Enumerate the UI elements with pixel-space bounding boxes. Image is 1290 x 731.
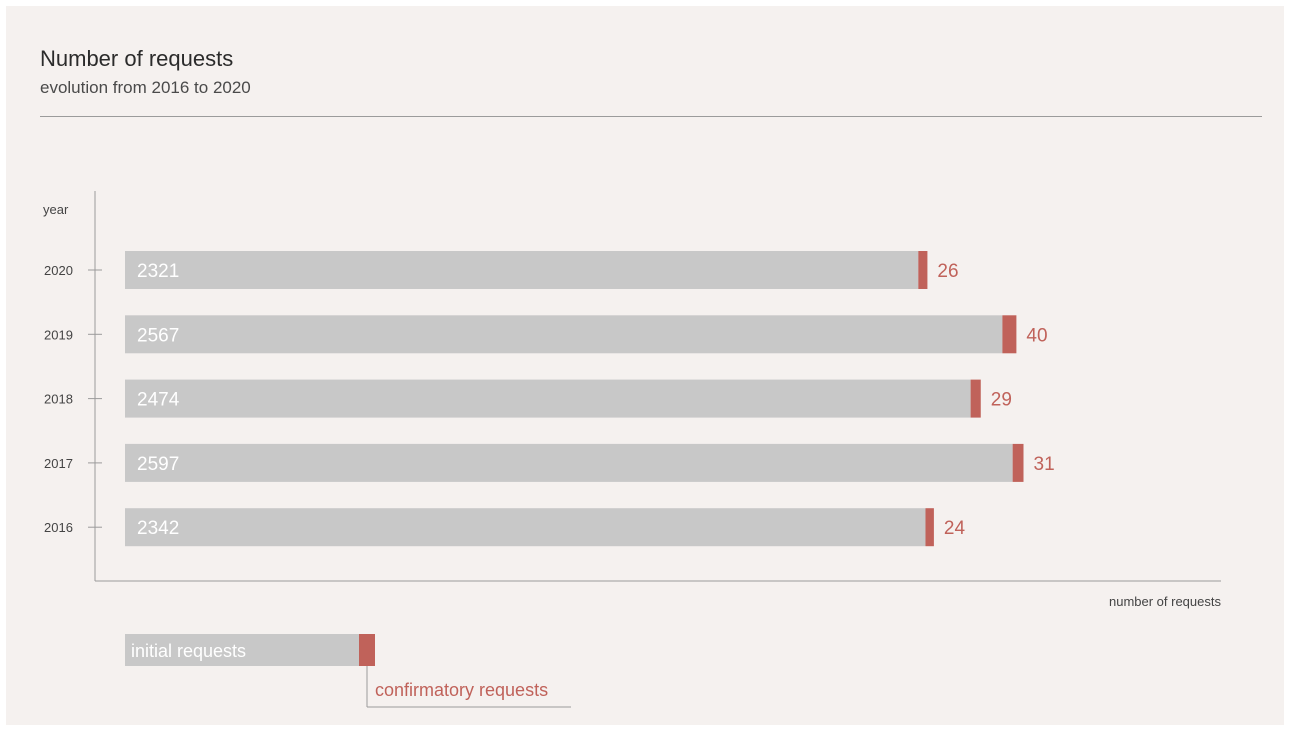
legend: initial requests confirmatory requests (125, 634, 571, 708)
data-label-confirmatory-2017: 31 (1034, 454, 1055, 475)
bar-initial-2020 (125, 251, 919, 289)
bar-initial-2019 (125, 315, 1003, 354)
bar-confirmatory-2020 (918, 251, 928, 289)
chart-title: Number of requests (40, 46, 234, 71)
bar-initial-2018 (125, 379, 971, 418)
bar-confirmatory-2019 (1002, 315, 1017, 354)
bar-confirmatory-2017 (1012, 443, 1024, 482)
data-label-confirmatory-2019: 40 (1026, 325, 1047, 346)
data-label-confirmatory-2016: 24 (944, 518, 966, 539)
data-label-initial-2017: 2597 (137, 454, 179, 475)
data-label-initial-2019: 2567 (137, 325, 179, 346)
bar-initial-2017 (125, 443, 1013, 482)
y-tick-label-2020: 2020 (44, 263, 73, 278)
y-tick-label-2018: 2018 (44, 392, 73, 407)
bar-initial-2016 (125, 508, 926, 547)
legend-initial-label: initial requests (131, 641, 246, 661)
data-label-confirmatory-2018: 29 (991, 390, 1012, 411)
chart-subtitle: evolution from 2016 to 2020 (40, 78, 251, 97)
title-divider (40, 116, 1262, 117)
y-tick-label-2016: 2016 (44, 520, 73, 535)
y-tick-label-2017: 2017 (44, 456, 73, 471)
bar-confirmatory-2018 (970, 379, 981, 418)
bar-confirmatory-2016 (925, 508, 934, 547)
chart-page: Number of requests evolution from 2016 t… (6, 6, 1284, 725)
data-label-initial-2020: 2321 (137, 261, 179, 282)
data-label-confirmatory-2020: 26 (937, 261, 958, 282)
legend-initial-swatch (125, 634, 360, 666)
data-label-initial-2016: 2342 (137, 518, 179, 539)
legend-confirmatory-swatch (359, 634, 375, 666)
y-tick-label-2019: 2019 (44, 327, 73, 342)
bars-group: 2020 2321 26 2019 2567 40 2018 2474 29 2017 2597 31… (44, 251, 1055, 547)
data-label-initial-2018: 2474 (137, 390, 180, 411)
legend-confirmatory-label: confirmatory requests (375, 680, 548, 700)
bar-chart: year number of requests 2020 2321 26 2019 25… (43, 191, 1222, 708)
x-axis-label: number of requests (1109, 594, 1222, 609)
y-axis-label: year (43, 202, 69, 217)
